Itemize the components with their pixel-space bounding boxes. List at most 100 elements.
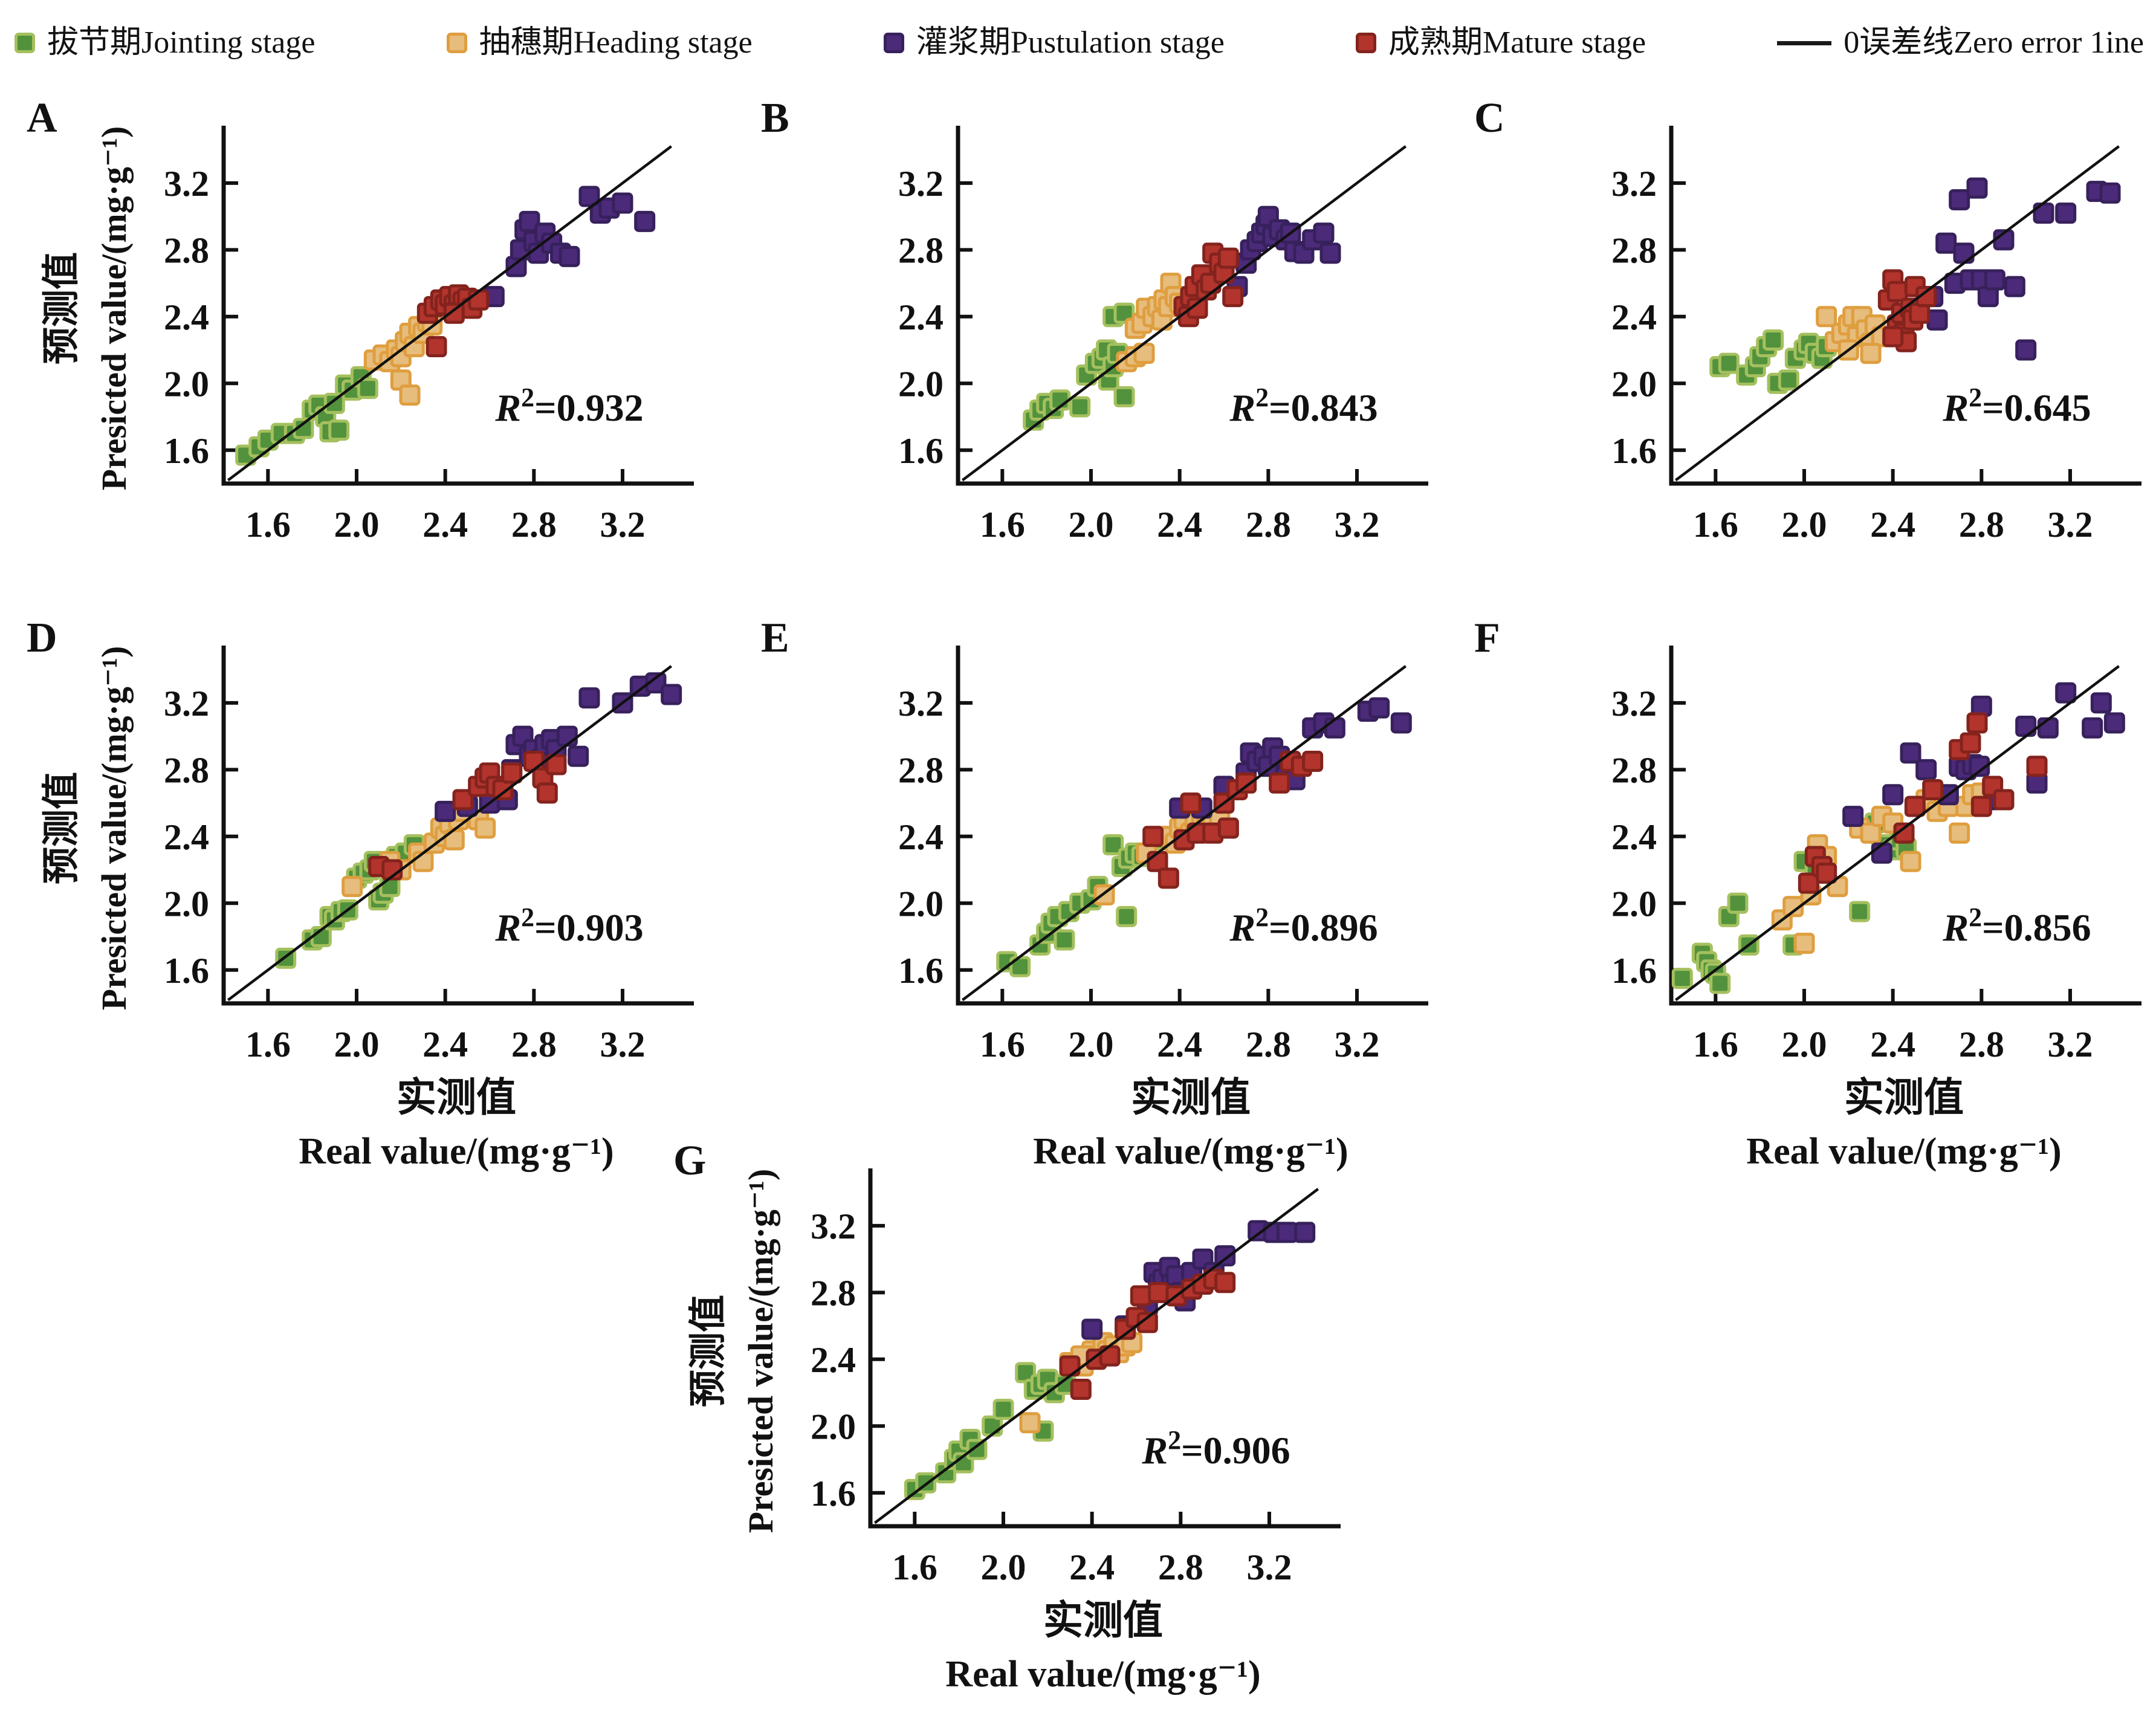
y-tick-label: 2.8 [164,750,209,790]
mature-point [452,789,474,811]
x-axis-title-zh: 实测值 [1844,1076,1964,1120]
legend-label: 灌浆期Pustulation stage [916,25,1225,60]
mature-point [1070,1379,1092,1401]
y-tick-label: 2.4 [898,297,944,337]
y-tick-label: 2.4 [164,297,209,337]
panel-C: C 1.6 1.6 2.0 2.0 2.4 2.4 2.8 2.8 3.2 3.2 R2=0.645 [1466,79,2143,559]
jointing-marker-icon [15,33,35,53]
axes [956,646,1428,1006]
pustulation-point [578,687,600,709]
pustulation-point [1966,177,1988,199]
heading-point [474,817,496,839]
mature-point [1960,732,1981,754]
pustulation-point [645,672,667,694]
jointing-point [1718,352,1740,374]
x-tick-label: 1.6 [892,1547,937,1587]
r-squared-label: R2=0.843 [1229,383,1377,429]
y-tick-label: 3.2 [898,164,944,204]
pustulation-point [1842,806,1864,827]
x-tick-label: 2.4 [1157,505,1202,545]
mature-point [1180,792,1202,814]
pustulation-point [1276,1222,1298,1243]
pustulation-point [1900,742,1921,764]
legend-item-mature: 成熟期Mature stage [1356,27,1646,59]
panel-D-chart: D 1.6 1.6 2.0 2.0 2.4 2.4 2.8 2.8 3.2 3.2 R2=0.903 预… [27,615,694,1172]
x-tick-label: 2.0 [334,505,380,545]
zero-error-line [227,665,673,1002]
panel-letter: E [761,615,789,661]
jointing-point [1727,892,1749,914]
heading-point [1816,306,1837,328]
series-pustulation [1922,177,2121,361]
x-tick-label: 1.6 [245,1025,291,1064]
jointing-point [1849,901,1871,922]
x-tick-label: 3.2 [2048,1025,2093,1064]
x-tick-label: 2.4 [1870,1025,1915,1064]
zero-error-line-icon [1777,40,1832,45]
pustulation-point [1935,232,1957,254]
mature-point [1130,1285,1151,1307]
mature-point [1136,1312,1158,1333]
y-tick-label: 3.2 [1611,164,1657,204]
pustulation-point [556,725,578,747]
y-tick-label: 1.6 [898,951,944,991]
jointing-point [1778,369,1799,391]
y-axis-title-en: Presicted value/(mg·g⁻¹) [741,1169,780,1533]
series-mature [1877,269,1937,352]
x-tick-label: 2.4 [1870,505,1915,545]
r-squared-label: R2=0.856 [1942,902,2091,949]
x-tick-label: 2.0 [1069,505,1114,545]
jointing-point [992,1399,1014,1420]
mature-point [1993,789,2015,811]
series-jointing [1709,329,1837,394]
y-axis-title-en: Presicted value/(mg·g⁻¹) [94,646,134,1011]
x-tick-label: 2.0 [334,1025,380,1064]
x-tick-label: 2.8 [511,1025,557,1064]
pustulation-point [1949,189,1970,210]
x-tick-label: 2.8 [1959,505,2004,545]
x-tick-label: 2.8 [1158,1547,1203,1587]
y-tick-label: 1.6 [1611,951,1657,991]
jointing-point [966,1439,988,1460]
pustulation-point [2103,712,2125,734]
legend-label: 成熟期Mature stage [1388,25,1646,60]
axes [956,126,1428,486]
mature-point [1904,795,1926,817]
pustulation-point [1871,842,1892,864]
pustulation-point [634,210,656,232]
legend-label: 拔节期Jointing stage [47,25,316,60]
r-squared-label: R2=0.906 [1141,1425,1290,1472]
y-tick-label: 1.6 [164,951,209,991]
legend: 拔节期Jointing stage 抽穗期Heading stage 灌浆期Pust… [15,10,2144,76]
panel-letter: B [761,95,789,141]
x-tick-label: 1.6 [980,1025,1025,1064]
x-tick-label: 2.8 [1246,1025,1291,1064]
pustulation-point [661,684,682,705]
legend-item-zero_line: 0误差线Zero error 1ine [1777,27,2144,59]
pustulation-point [578,186,600,207]
y-axis-title-zh: 预测值 [40,772,82,884]
y-tick-label: 2.0 [164,364,209,404]
x-tick-label: 3.2 [600,1025,646,1064]
mature-point [426,336,447,358]
panel-D: D 1.6 1.6 2.0 2.0 2.4 2.4 2.8 2.8 3.2 3.2 R2=0.903 预… [18,598,695,1188]
jointing-point [1054,929,1075,951]
series-jointing [996,829,1168,977]
y-tick-label: 2.8 [1611,230,1657,270]
jointing-point [1116,905,1138,927]
jointing-point [357,378,378,400]
mature-point [2026,756,2048,777]
heading-point [1949,822,1970,844]
x-tick-label: 1.6 [1693,505,1738,545]
heading-point [1900,850,1921,872]
panel-G: G 1.6 1.6 2.0 2.0 2.4 2.4 2.8 2.8 3.2 3.2 R2=0.906 预… [665,1121,1342,1711]
x-tick-label: 1.6 [1693,1025,1738,1064]
pustulation-point [435,800,456,822]
y-tick-label: 1.6 [898,431,944,471]
x-tick-label: 2.0 [1782,505,1827,545]
pustulation-point [1368,697,1390,719]
y-tick-label: 2.4 [898,817,944,857]
heading-point [1860,343,1882,364]
jointing-point [1113,386,1135,407]
x-axis-title-en: Real value/(mg·g⁻¹) [1033,1131,1348,1172]
